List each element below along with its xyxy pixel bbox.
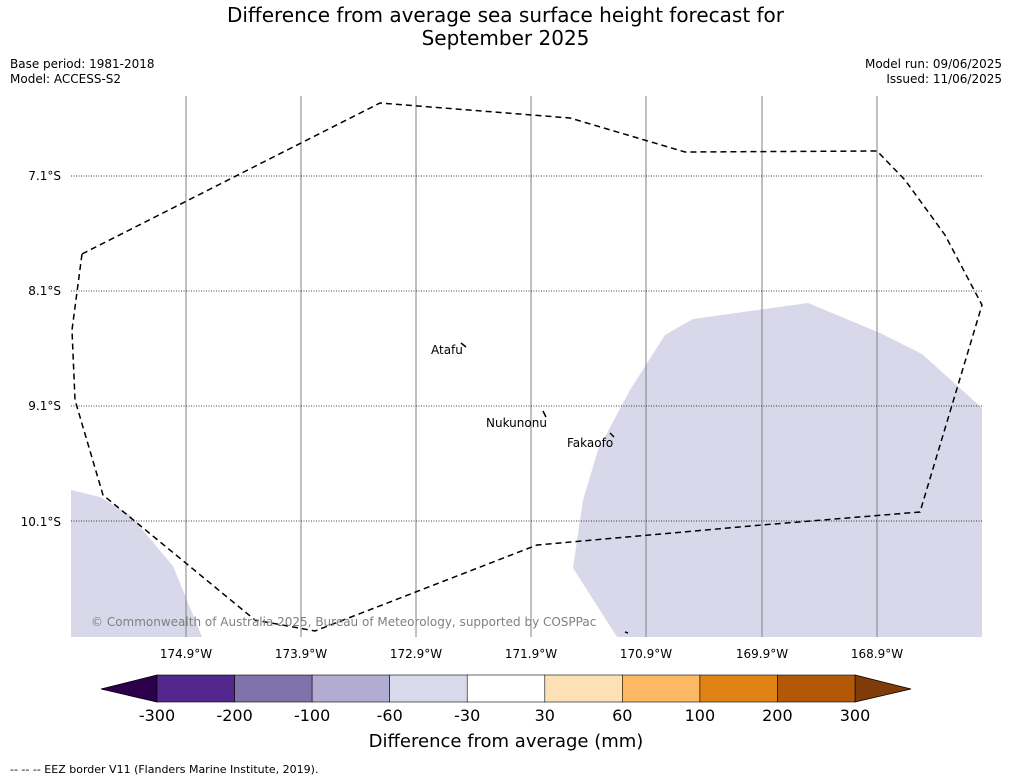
anomaly-shading xyxy=(71,303,982,637)
colorbar-bin xyxy=(466,674,546,703)
colorbar-bin xyxy=(777,674,856,703)
lat-label: 10.1°S xyxy=(21,515,61,529)
chart-title: Difference from average sea surface heig… xyxy=(0,4,1011,50)
colorbar-bin xyxy=(234,674,313,703)
colorbar-over-arrow xyxy=(854,674,912,703)
title-line-1: Difference from average sea surface heig… xyxy=(226,3,785,27)
colorbar-tick: -200 xyxy=(216,706,252,725)
lat-label: 9.1°S xyxy=(28,399,61,413)
issued-date: Issued: 11/06/2025 xyxy=(886,72,1002,86)
copyright-text: © Commonwealth of Australia 2025, Bureau… xyxy=(91,615,596,629)
title-line-2: September 2025 xyxy=(421,26,590,50)
lon-label: 174.9°W xyxy=(160,647,212,661)
place-label-fakaofo: Fakaofo xyxy=(567,436,613,450)
colorbar-bin xyxy=(311,674,391,703)
anomaly-region-east xyxy=(573,303,982,637)
colorbar-tick: 100 xyxy=(685,706,716,725)
colorbar-tick: -300 xyxy=(139,706,175,725)
nukunonu-atoll xyxy=(542,410,547,418)
atafu-atoll xyxy=(460,342,467,348)
model-name: Model: ACCESS-S2 xyxy=(10,72,122,86)
lon-label: 171.9°W xyxy=(505,647,557,661)
meta-right: Model run: 09/06/2025 Issued: 11/06/2025 xyxy=(865,57,1002,87)
colorbar-tick: -30 xyxy=(454,706,480,725)
eez-border xyxy=(71,102,983,632)
graticule xyxy=(71,96,982,637)
colorbar-label: Difference from average (mm) xyxy=(369,731,644,752)
lon-label: 170.9°W xyxy=(620,647,672,661)
islet-mark xyxy=(624,631,629,634)
lat-label: 8.1°S xyxy=(28,284,61,298)
colorbar-bin xyxy=(389,674,468,703)
map-figure: Atafu Nukunonu Fakaofo © Commonwealth of… xyxy=(21,96,983,752)
colorbar-tick: -100 xyxy=(294,706,330,725)
colorbar-under-arrow xyxy=(100,674,158,703)
colorbar-bin xyxy=(699,674,778,703)
model-run: Model run: 09/06/2025 xyxy=(864,57,1002,71)
lon-label: 173.9°W xyxy=(275,647,327,661)
anomaly-region-southwest xyxy=(71,490,202,637)
colorbar-tick: -60 xyxy=(377,706,403,725)
place-label-nukunonu: Nukunonu xyxy=(486,416,547,430)
footer-note: -- -- -- EEZ border V11 (Flanders Marine… xyxy=(10,763,319,776)
colorbar: -300 -200 -100 -60 -30 30 60 100 200 300… xyxy=(100,674,912,752)
lat-label: 7.1°S xyxy=(28,169,61,183)
colorbar-tick: 30 xyxy=(535,706,555,725)
lon-label: 172.9°W xyxy=(390,647,442,661)
colorbar-tick: 200 xyxy=(762,706,793,725)
colorbar-tick: 60 xyxy=(612,706,632,725)
fakaofo-atoll xyxy=(609,432,615,438)
colorbar-bin xyxy=(621,674,701,703)
colorbar-bin xyxy=(544,674,623,703)
lon-label: 168.9°W xyxy=(851,647,903,661)
place-label-atafu: Atafu xyxy=(431,343,463,357)
base-period: Base period: 1981-2018 xyxy=(10,57,155,71)
colorbar-tick: 300 xyxy=(840,706,871,725)
meta-left: Base period: 1981-2018 Model: ACCESS-S2 xyxy=(10,57,155,87)
colorbar-bin xyxy=(156,674,235,703)
lon-label: 169.9°W xyxy=(736,647,788,661)
